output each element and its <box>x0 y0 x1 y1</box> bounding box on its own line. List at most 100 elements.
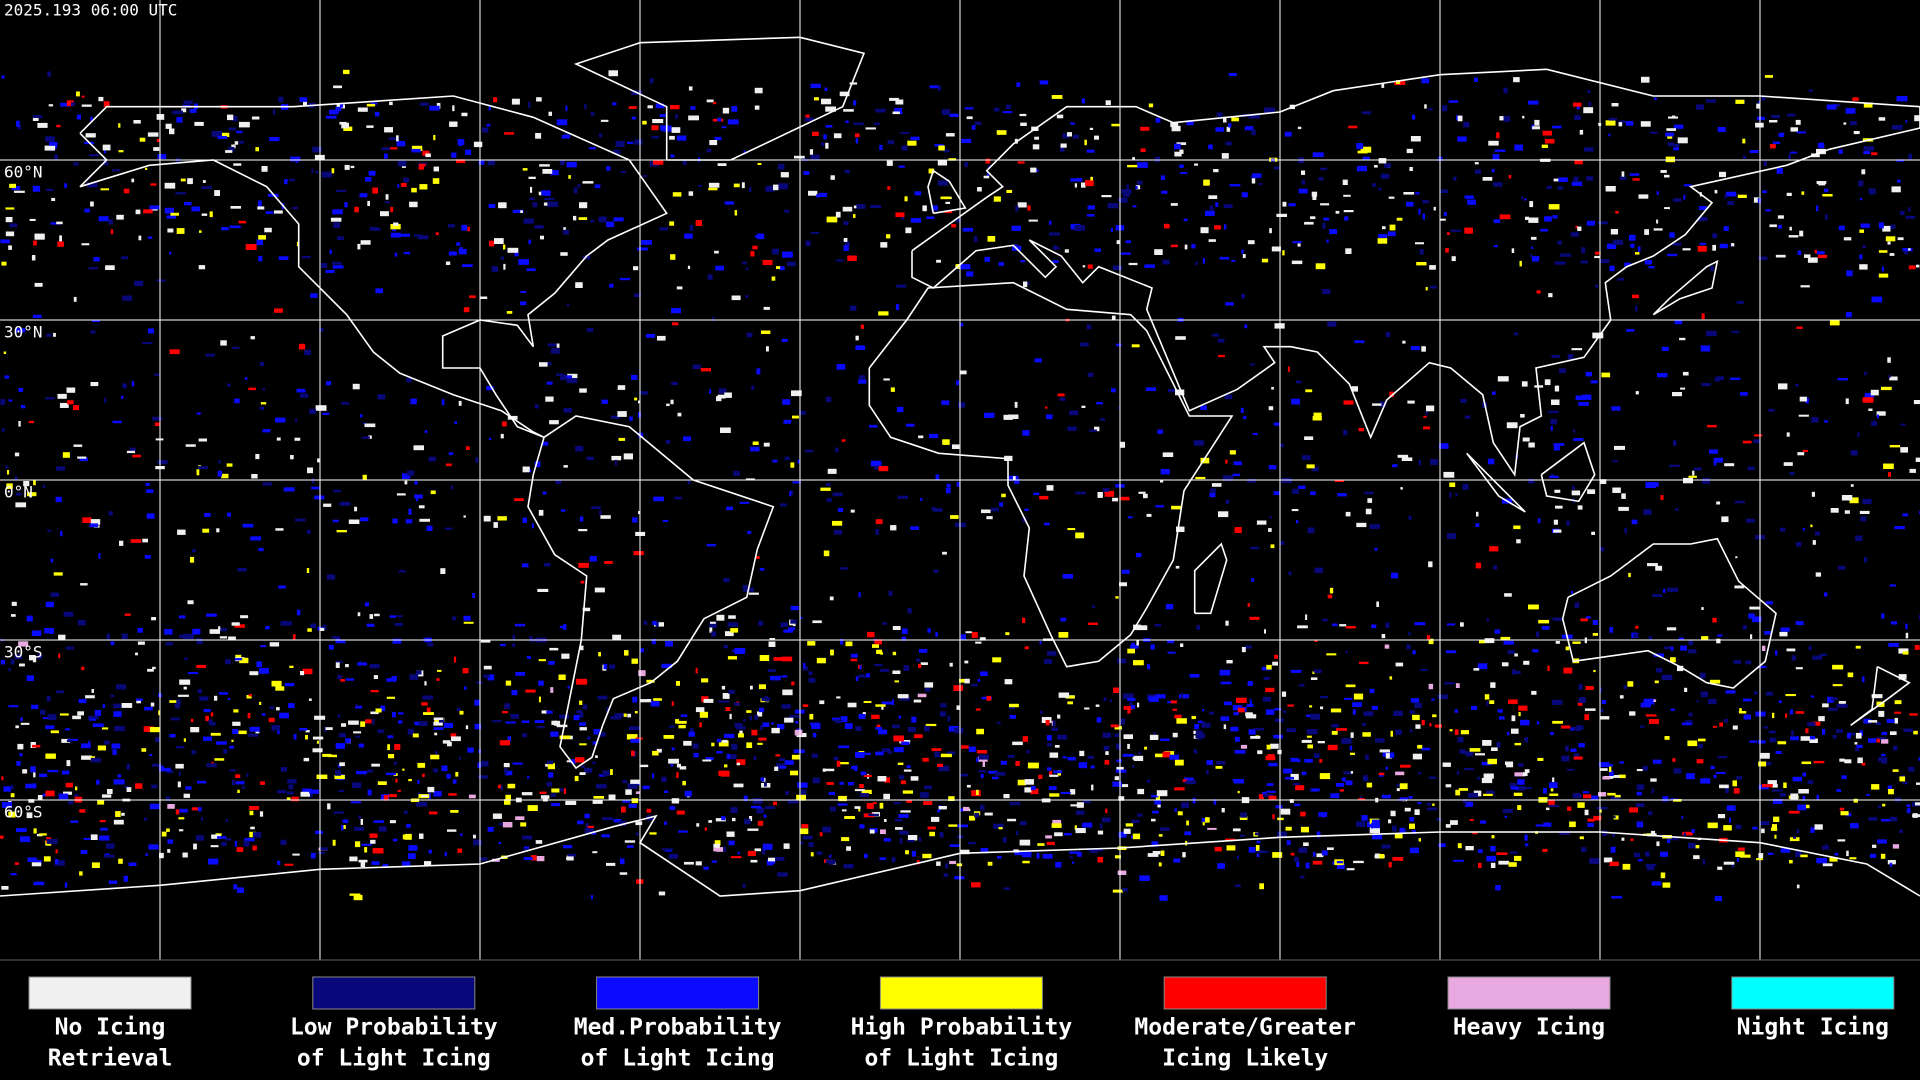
icing-pixel <box>505 680 512 686</box>
icing-pixel <box>1114 733 1119 738</box>
icing-pixel <box>725 707 731 711</box>
icing-pixel <box>855 138 859 144</box>
icing-pixel <box>575 282 583 288</box>
icing-pixel <box>1731 330 1740 333</box>
icing-pixel <box>1638 859 1643 862</box>
icing-pixel <box>1348 125 1358 129</box>
icing-pixel <box>775 754 781 757</box>
icing-pixel <box>438 717 445 723</box>
icing-pixel <box>1663 646 1674 650</box>
icing-pixel <box>1094 248 1101 252</box>
icing-pixel <box>687 265 691 269</box>
icing-pixel <box>73 405 80 411</box>
icing-pixel <box>392 838 398 842</box>
icing-pixel <box>311 168 314 174</box>
icing-pixel <box>1030 788 1039 795</box>
icing-pixel <box>247 712 251 719</box>
icing-pixel <box>380 211 389 217</box>
icing-pixel <box>771 722 774 725</box>
icing-pixel <box>1561 755 1570 762</box>
icing-pixel <box>295 518 306 522</box>
icing-pixel <box>1358 798 1365 801</box>
icing-pixel <box>1265 687 1275 693</box>
icing-pixel <box>612 102 617 106</box>
icing-pixel <box>1295 785 1305 791</box>
icing-pixel <box>317 458 321 463</box>
icing-pixel <box>335 769 341 776</box>
icing-pixel <box>1457 115 1463 122</box>
icing-pixel <box>812 131 819 136</box>
icing-pixel <box>1761 828 1765 834</box>
icing-pixel <box>1850 732 1855 736</box>
icing-pixel <box>1558 177 1568 182</box>
icing-pixel <box>893 735 904 742</box>
icing-pixel <box>1898 648 1909 654</box>
icing-pixel <box>1721 516 1729 523</box>
icing-pixel <box>414 721 419 725</box>
icing-pixel <box>1723 825 1732 831</box>
icing-pixel <box>245 244 257 250</box>
icing-pixel <box>1432 803 1435 806</box>
icing-pixel <box>226 463 233 467</box>
icing-pixel <box>758 684 766 690</box>
icing-pixel <box>1892 769 1899 772</box>
icing-pixel <box>1296 861 1300 867</box>
icing-pixel <box>49 142 58 146</box>
icing-pixel <box>398 720 403 724</box>
icing-pixel <box>1051 727 1059 731</box>
icing-pixel <box>745 478 755 481</box>
icing-pixel <box>1123 706 1133 710</box>
icing-pixel <box>918 837 922 842</box>
icing-pixel <box>1503 87 1508 94</box>
icing-pixel <box>176 746 185 749</box>
icing-pixel <box>246 695 252 699</box>
icing-pixel <box>730 807 738 813</box>
icing-pixel <box>829 596 834 601</box>
icing-pixel <box>1362 732 1371 737</box>
icing-pixel <box>501 421 507 427</box>
icing-pixel <box>359 193 368 198</box>
icing-pixel <box>296 388 306 393</box>
icing-pixel <box>280 839 287 845</box>
icing-pixel <box>1273 166 1280 170</box>
icing-pixel <box>1529 201 1534 208</box>
icing-pixel <box>1538 619 1550 624</box>
icing-pixel <box>339 733 346 738</box>
icing-pixel <box>1024 508 1029 511</box>
icing-pixel <box>1888 643 1899 647</box>
icing-pixel <box>1422 213 1425 220</box>
icing-pixel <box>590 895 593 900</box>
icing-pixel <box>895 827 903 830</box>
icing-pixel <box>17 125 22 130</box>
icing-pixel <box>1404 807 1411 812</box>
icing-pixel <box>898 814 909 818</box>
coastline <box>1466 452 1526 513</box>
latitude-label: 60°S <box>4 803 43 822</box>
icing-pixel <box>158 710 161 716</box>
icing-pixel <box>1571 490 1581 496</box>
icing-pixel <box>919 649 928 653</box>
icing-pixel <box>906 423 915 427</box>
icing-pixel <box>135 783 143 789</box>
icing-pixel <box>72 715 81 720</box>
icing-pixel <box>1785 694 1796 697</box>
icing-pixel <box>547 760 554 765</box>
icing-pixel <box>269 706 275 710</box>
icing-pixel <box>954 727 964 734</box>
icing-pixel <box>1038 774 1043 779</box>
icing-pixel <box>998 262 1004 266</box>
icing-pixel <box>1272 852 1283 858</box>
icing-pixel <box>441 765 448 772</box>
icing-pixel <box>1915 802 1920 806</box>
icing-pixel <box>592 761 596 764</box>
icing-pixel <box>387 744 390 751</box>
icing-pixel <box>978 770 987 773</box>
icing-pixel <box>1311 191 1318 197</box>
icing-pixel <box>1869 853 1877 858</box>
icing-pixel <box>870 460 882 467</box>
icing-pixel <box>1633 633 1638 638</box>
icing-pixel <box>165 123 172 129</box>
icing-pixel <box>81 104 92 107</box>
icing-pixel <box>179 679 191 685</box>
icing-pixel <box>349 856 358 862</box>
